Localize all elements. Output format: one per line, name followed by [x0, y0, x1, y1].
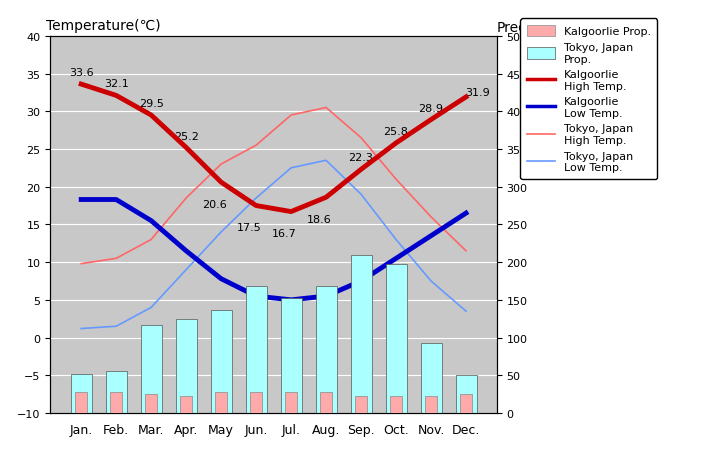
Tokyo, Japan
High Temp. [392, 177, 400, 183]
Bar [176, 320, 197, 413]
Bar [145, 394, 157, 413]
Kalgoorlie
High Temp. [462, 95, 470, 101]
Bar [456, 375, 477, 413]
Text: 31.9: 31.9 [464, 88, 490, 98]
Tokyo, Japan
High Temp. [356, 135, 365, 141]
Kalgoorlie
Low Temp. [392, 256, 400, 262]
Kalgoorlie
Low Temp. [427, 234, 436, 239]
Text: 18.6: 18.6 [307, 214, 331, 224]
Kalgoorlie
Low Temp. [112, 197, 120, 203]
Text: Temperature(℃): Temperature(℃) [46, 19, 161, 33]
Bar [320, 392, 332, 413]
Bar [390, 397, 402, 413]
Text: 17.5: 17.5 [237, 223, 261, 233]
Tokyo, Japan
High Temp. [182, 196, 191, 202]
Tokyo, Japan
High Temp. [287, 113, 295, 118]
Kalgoorlie
Low Temp. [462, 211, 470, 216]
Bar [315, 286, 336, 413]
Text: 33.6: 33.6 [69, 68, 94, 78]
Tokyo, Japan
Low Temp. [427, 279, 436, 284]
Bar [460, 394, 472, 413]
Tokyo, Japan
High Temp. [322, 106, 330, 111]
Bar [385, 265, 407, 413]
Text: 16.7: 16.7 [271, 229, 297, 239]
Tokyo, Japan
Low Temp. [217, 230, 225, 235]
Kalgoorlie
High Temp. [392, 141, 400, 146]
Text: 22.3: 22.3 [348, 153, 374, 163]
Text: 28.9: 28.9 [418, 103, 444, 113]
Text: Precipitation(mm): Precipitation(mm) [497, 21, 622, 34]
Kalgoorlie
Low Temp. [182, 248, 191, 254]
Bar [140, 325, 162, 413]
Kalgoorlie
High Temp. [322, 195, 330, 201]
Line: Kalgoorlie
High Temp.: Kalgoorlie High Temp. [81, 85, 466, 212]
Tokyo, Japan
Low Temp. [112, 324, 120, 329]
Tokyo, Japan
Low Temp. [77, 326, 86, 331]
Tokyo, Japan
High Temp. [462, 248, 470, 254]
Kalgoorlie
Low Temp. [77, 197, 86, 203]
Kalgoorlie
High Temp. [112, 94, 120, 99]
Tokyo, Japan
Low Temp. [462, 309, 470, 314]
Bar [110, 392, 122, 413]
Line: Tokyo, Japan
High Temp.: Tokyo, Japan High Temp. [81, 108, 466, 264]
Line: Tokyo, Japan
Low Temp.: Tokyo, Japan Low Temp. [81, 161, 466, 329]
Bar [71, 374, 91, 413]
Bar [355, 397, 366, 413]
Kalgoorlie
High Temp. [356, 167, 365, 173]
Text: 29.5: 29.5 [139, 99, 163, 109]
Tokyo, Japan
High Temp. [252, 143, 261, 149]
Bar [215, 392, 227, 413]
Kalgoorlie
Low Temp. [252, 294, 261, 299]
Text: 25.2: 25.2 [174, 131, 199, 141]
Bar [76, 392, 87, 413]
Tokyo, Japan
Low Temp. [356, 192, 365, 197]
Tokyo, Japan
Low Temp. [182, 267, 191, 273]
Line: Kalgoorlie
Low Temp.: Kalgoorlie Low Temp. [81, 200, 466, 300]
Tokyo, Japan
Low Temp. [147, 305, 156, 310]
Kalgoorlie
Low Temp. [322, 294, 330, 299]
Bar [426, 397, 437, 413]
Tokyo, Japan
High Temp. [217, 162, 225, 168]
Tokyo, Japan
High Temp. [427, 215, 436, 220]
Tokyo, Japan
Low Temp. [252, 196, 261, 202]
Bar [420, 343, 441, 413]
Text: 20.6: 20.6 [202, 199, 227, 209]
Kalgoorlie
Low Temp. [147, 218, 156, 224]
Bar [281, 298, 302, 413]
Bar [251, 392, 262, 413]
Tokyo, Japan
Low Temp. [322, 158, 330, 164]
Kalgoorlie
Low Temp. [217, 276, 225, 282]
Tokyo, Japan
High Temp. [112, 256, 120, 262]
Kalgoorlie
High Temp. [427, 118, 436, 123]
Bar [181, 397, 192, 413]
Bar [351, 255, 372, 413]
Kalgoorlie
High Temp. [182, 146, 191, 151]
Bar [211, 310, 232, 413]
Text: 32.1: 32.1 [104, 79, 129, 89]
Kalgoorlie
High Temp. [217, 180, 225, 185]
Kalgoorlie
High Temp. [77, 82, 86, 88]
Tokyo, Japan
High Temp. [77, 261, 86, 267]
Tokyo, Japan
High Temp. [147, 237, 156, 243]
Bar [106, 371, 127, 413]
Text: 25.8: 25.8 [384, 127, 408, 137]
Tokyo, Japan
Low Temp. [392, 237, 400, 243]
Kalgoorlie
High Temp. [252, 203, 261, 209]
Legend: Kalgoorlie Prop., Tokyo, Japan
Prop., Kalgoorlie
High Temp., Kalgoorlie
Low Temp: Kalgoorlie Prop., Tokyo, Japan Prop., Ka… [521, 19, 657, 179]
Bar [246, 286, 266, 413]
Kalgoorlie
High Temp. [287, 209, 295, 215]
Kalgoorlie
High Temp. [147, 113, 156, 118]
Kalgoorlie
Low Temp. [287, 297, 295, 303]
Bar [285, 392, 297, 413]
Tokyo, Japan
Low Temp. [287, 166, 295, 171]
Kalgoorlie
Low Temp. [356, 279, 365, 284]
